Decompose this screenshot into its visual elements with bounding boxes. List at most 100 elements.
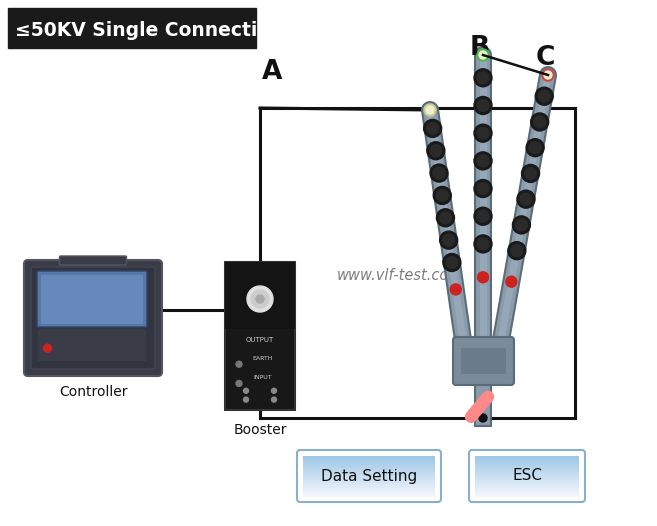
Bar xyxy=(303,474,435,477)
Circle shape xyxy=(244,397,248,402)
Circle shape xyxy=(424,119,442,137)
Bar xyxy=(475,483,579,484)
Circle shape xyxy=(271,388,277,393)
Circle shape xyxy=(524,167,537,179)
Text: EARTH: EARTH xyxy=(253,356,273,361)
Bar xyxy=(303,468,435,470)
Bar xyxy=(303,471,435,472)
Circle shape xyxy=(251,290,269,308)
Circle shape xyxy=(506,276,517,287)
FancyBboxPatch shape xyxy=(24,260,162,376)
Bar xyxy=(303,473,435,475)
Circle shape xyxy=(533,116,546,128)
Circle shape xyxy=(474,96,492,115)
Circle shape xyxy=(477,238,489,250)
Text: OUTPUT: OUTPUT xyxy=(246,338,274,343)
Bar xyxy=(475,479,579,480)
Bar xyxy=(303,479,435,480)
Circle shape xyxy=(477,72,489,84)
Bar xyxy=(303,488,435,490)
Bar xyxy=(475,494,579,497)
Bar xyxy=(475,464,579,466)
Bar xyxy=(461,348,506,374)
Circle shape xyxy=(474,207,492,225)
Bar xyxy=(303,484,435,486)
Bar xyxy=(303,485,435,487)
Circle shape xyxy=(474,235,492,253)
Bar xyxy=(475,477,579,479)
Bar xyxy=(475,466,579,467)
Circle shape xyxy=(477,155,489,167)
Bar xyxy=(475,473,579,475)
Bar xyxy=(475,480,579,482)
Circle shape xyxy=(244,388,248,393)
Bar xyxy=(303,492,435,494)
Bar xyxy=(475,488,579,490)
Circle shape xyxy=(433,167,445,179)
Bar xyxy=(38,329,146,361)
Circle shape xyxy=(544,71,552,79)
Bar xyxy=(475,492,579,494)
Bar xyxy=(303,476,435,478)
Circle shape xyxy=(531,113,549,131)
Circle shape xyxy=(529,141,541,154)
Bar xyxy=(475,457,579,459)
Bar xyxy=(475,484,579,486)
Bar xyxy=(475,467,579,469)
Text: ≤50KV Single Connection: ≤50KV Single Connection xyxy=(15,21,284,39)
Bar xyxy=(303,457,435,459)
Circle shape xyxy=(440,231,458,249)
Circle shape xyxy=(427,141,445,160)
Circle shape xyxy=(517,190,535,208)
Bar xyxy=(475,461,579,463)
Circle shape xyxy=(426,106,434,114)
Text: Booster: Booster xyxy=(233,423,286,437)
Circle shape xyxy=(477,183,489,195)
Bar xyxy=(303,467,435,469)
Bar xyxy=(225,262,295,410)
Bar xyxy=(475,471,579,472)
Bar xyxy=(475,489,579,491)
Bar xyxy=(475,463,579,464)
Bar xyxy=(475,459,579,460)
Bar xyxy=(41,275,143,323)
Circle shape xyxy=(479,51,487,59)
Text: A: A xyxy=(261,59,283,85)
Circle shape xyxy=(440,212,451,224)
Bar xyxy=(475,485,579,487)
Circle shape xyxy=(450,284,461,295)
Text: ESC: ESC xyxy=(512,469,542,483)
Circle shape xyxy=(436,209,455,227)
FancyBboxPatch shape xyxy=(8,8,256,48)
Text: C: C xyxy=(535,45,555,71)
Circle shape xyxy=(508,241,526,260)
Circle shape xyxy=(430,164,448,182)
Circle shape xyxy=(271,397,277,402)
Circle shape xyxy=(478,272,489,283)
Bar xyxy=(475,493,579,495)
Circle shape xyxy=(256,295,264,303)
Circle shape xyxy=(436,189,448,201)
Circle shape xyxy=(474,179,492,198)
Bar xyxy=(475,456,579,458)
FancyBboxPatch shape xyxy=(31,267,155,369)
Circle shape xyxy=(535,87,553,105)
Bar xyxy=(303,477,435,479)
Circle shape xyxy=(526,139,544,157)
Circle shape xyxy=(477,127,489,139)
Circle shape xyxy=(474,124,492,142)
Circle shape xyxy=(474,152,492,170)
Bar xyxy=(303,487,435,489)
FancyBboxPatch shape xyxy=(453,337,514,385)
Circle shape xyxy=(511,245,523,257)
Bar xyxy=(475,460,579,462)
Circle shape xyxy=(542,69,554,81)
Circle shape xyxy=(426,123,439,135)
Circle shape xyxy=(538,90,551,102)
Bar xyxy=(303,469,435,471)
Circle shape xyxy=(515,219,528,231)
Text: Controller: Controller xyxy=(58,385,127,399)
Bar xyxy=(303,459,435,460)
Circle shape xyxy=(430,145,442,157)
Bar xyxy=(303,460,435,462)
